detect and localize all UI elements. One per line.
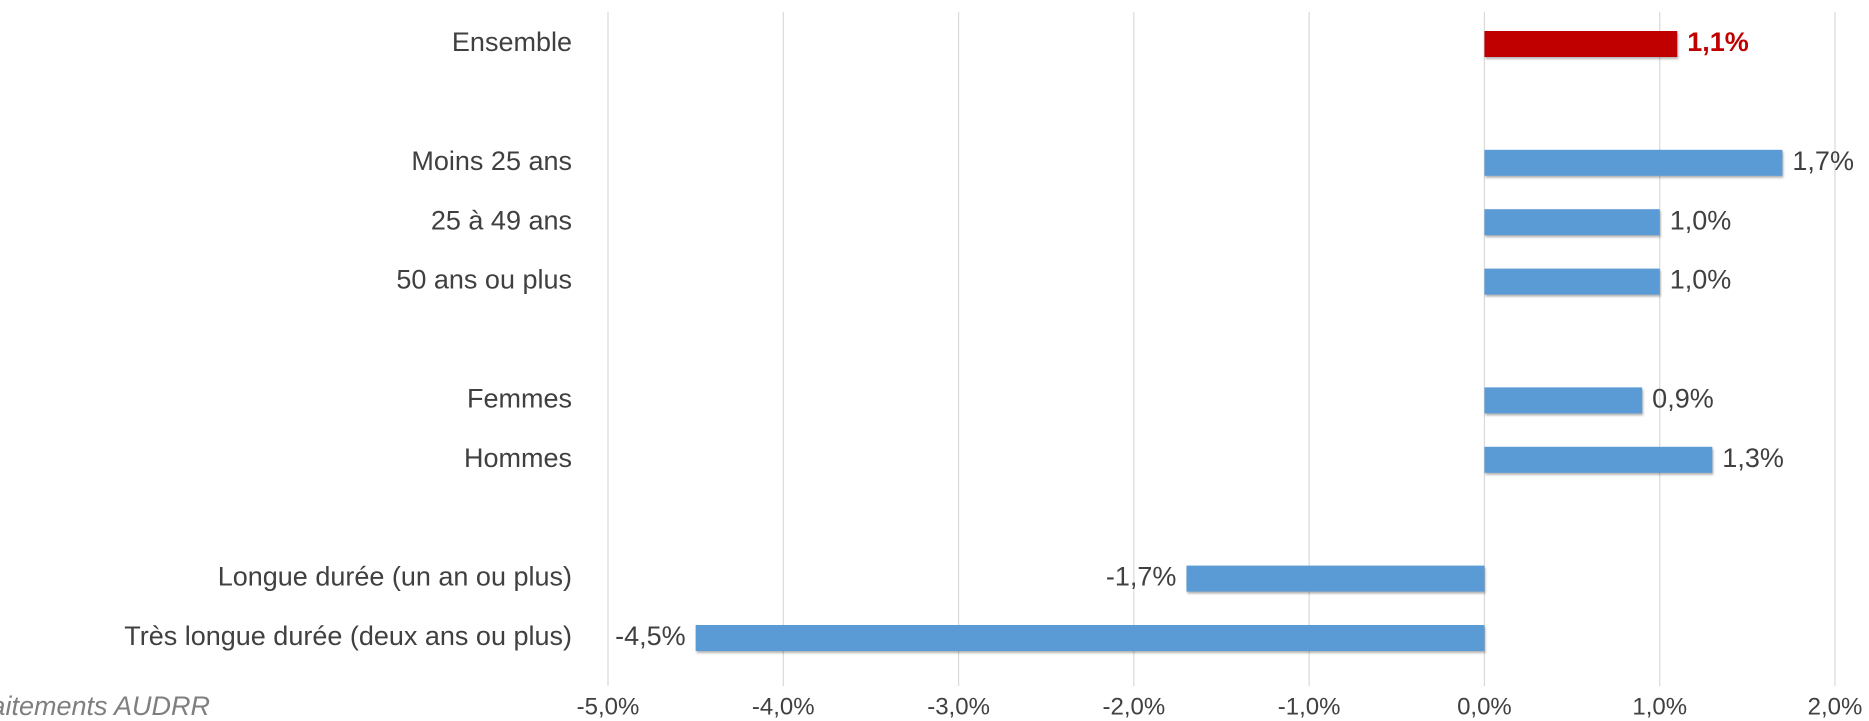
- bar: [1484, 149, 1783, 176]
- value-label: -1,7%: [1106, 562, 1177, 592]
- bar: [1484, 387, 1643, 414]
- bar: [1484, 31, 1678, 57]
- y-tick-label: Très longue durée (deux ans ou plus): [124, 621, 572, 651]
- value-label: 1,7%: [1792, 146, 1854, 176]
- bar: [1484, 446, 1713, 473]
- value-label: 1,0%: [1670, 205, 1732, 235]
- value-label: -4,5%: [615, 621, 686, 651]
- y-tick-label: Femmes: [467, 384, 572, 414]
- x-tick-label: -3,0%: [927, 693, 990, 720]
- source: Traitements AUDRR: [0, 691, 210, 721]
- y-tick-label: Longue durée (un an ou plus): [218, 562, 572, 592]
- value-label: 1,1%: [1687, 27, 1749, 57]
- bar: [695, 625, 1485, 651]
- x-tick-label: 0,0%: [1457, 693, 1512, 720]
- y-tick-label: Hommes: [464, 443, 572, 473]
- value-label: 1,3%: [1722, 443, 1784, 473]
- x-tick-label: -2,0%: [1103, 693, 1166, 720]
- y-tick-label: Moins 25 ans: [411, 146, 572, 176]
- bar: [1484, 209, 1660, 236]
- value-label: 1,0%: [1670, 265, 1732, 295]
- bar: [1484, 268, 1660, 295]
- x-tick-label: 1,0%: [1632, 693, 1687, 720]
- x-tick-label: -1,0%: [1278, 693, 1341, 720]
- y-tick-label: Ensemble: [452, 27, 572, 57]
- bar: [1186, 565, 1485, 592]
- y-tick-label: 25 à 49 ans: [431, 205, 572, 235]
- value-label: 0,9%: [1652, 384, 1714, 414]
- y-tick-label: 50 ans ou plus: [396, 265, 572, 295]
- x-tick-label: -4,0%: [752, 693, 815, 720]
- x-tick-label: -5,0%: [577, 693, 640, 720]
- x-tick-label: 2,0%: [1808, 693, 1863, 720]
